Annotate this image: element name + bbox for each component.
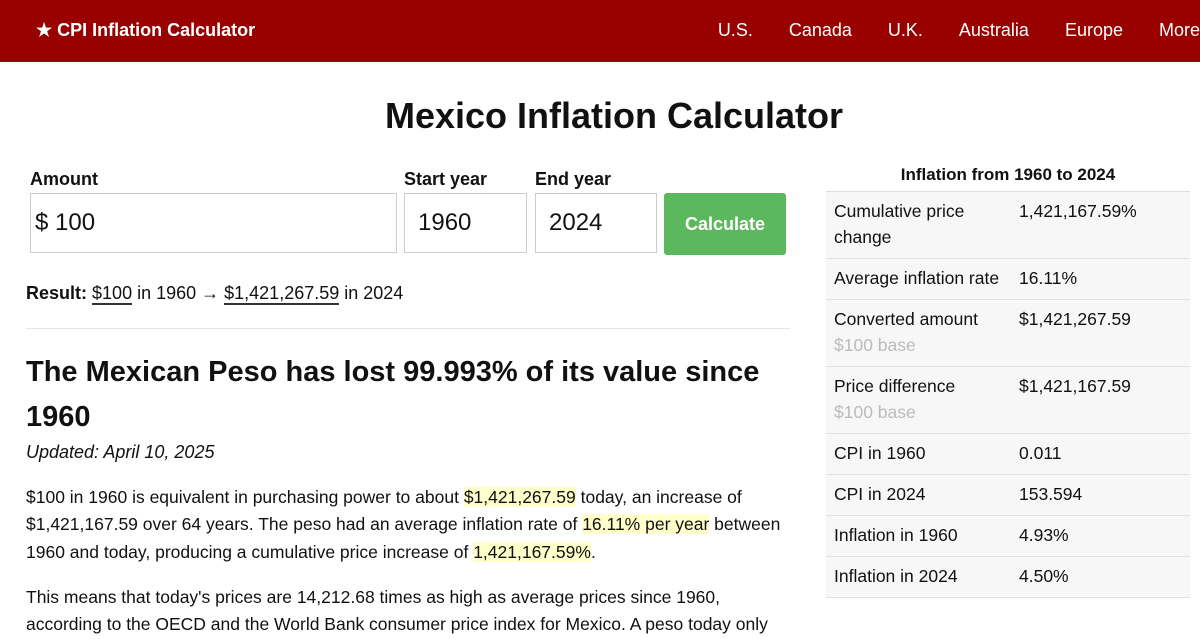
- result-to[interactable]: $1,421,267.59: [224, 283, 340, 305]
- sidebar-title: Inflation from 1960 to 2024: [826, 160, 1190, 192]
- nav-links: U.S. Canada U.K. Australia Europe More: [682, 20, 1200, 41]
- stat-label-cell: Inflation in 2024: [834, 563, 1019, 589]
- end-input[interactable]: 2024: [535, 193, 657, 253]
- stat-value: $1,421,267.59: [1019, 309, 1131, 329]
- highlight: $1,421,267.59: [463, 487, 576, 507]
- text: This means that today's prices are 14,21…: [26, 587, 768, 635]
- stat-row: Cumulative price change 1,421,167.59%: [826, 192, 1190, 259]
- stat-label-cell: CPI in 2024: [834, 481, 1019, 507]
- stat-label: Average inflation rate: [834, 268, 1000, 288]
- stat-row: Converted amount $100 base $1,421,267.59: [826, 300, 1190, 367]
- result-tail: in 2024: [339, 283, 404, 303]
- highlight: 16.11% per year: [582, 514, 710, 535]
- stat-label-cell: Cumulative price change: [834, 198, 1019, 250]
- currency: $: [35, 209, 49, 236]
- stat-row: Inflation in 2024 4.50%: [826, 557, 1190, 598]
- stat-label-cell: Average inflation rate: [834, 265, 1019, 291]
- stat-row: Price difference $100 base $1,421,167.59: [826, 367, 1190, 434]
- nav-link[interactable]: Europe: [1064, 20, 1123, 40]
- stat-label: Inflation in 2024: [834, 566, 958, 586]
- stat-row: CPI in 2024 153.594: [826, 475, 1190, 516]
- nav-bar: ★ CPI Inflation Calculator U.S. Canada U.K…: [0, 0, 1200, 62]
- paragraph: This means that today's prices are 14,21…: [26, 584, 796, 639]
- updated: Updated: April 10, 2025: [26, 442, 215, 462]
- stat-label: CPI in 1960: [834, 443, 926, 463]
- stat-value: 4.93%: [1019, 525, 1069, 545]
- page-title: Mexico Inflation Calculator: [384, 95, 844, 136]
- text: today, an increase of $1,421,167.59 over…: [26, 487, 742, 535]
- calculate-button[interactable]: Calculate: [664, 193, 786, 255]
- text: between 1960 and today, producing a cumu…: [26, 514, 781, 562]
- stat-label: Inflation in 1960: [834, 525, 958, 545]
- heading: The Mexican Peso has lost 99.993% of its…: [26, 356, 760, 433]
- nav-link[interactable]: Australia: [958, 20, 1029, 40]
- stat-label-cell: Converted amount $100 base: [834, 306, 1019, 358]
- stat-row: Inflation in 1960 4.93%: [826, 516, 1190, 557]
- text: .: [590, 541, 596, 562]
- stat-row: Average inflation rate 16.11%: [826, 259, 1190, 300]
- stat-label: Price difference: [834, 376, 956, 396]
- stat-note: $100 base: [834, 335, 916, 355]
- stat-value: 1,421,167.59%: [1019, 201, 1137, 221]
- stat-label: CPI in 2024: [834, 484, 926, 504]
- end-label: End year: [535, 169, 612, 189]
- result-label: Result:: [26, 283, 88, 303]
- sidebar: Inflation from 1960 to 2024 Cumulative p…: [826, 160, 1190, 598]
- stat-value: 153.594: [1019, 484, 1083, 504]
- result-mid: in 1960 →: [132, 283, 225, 303]
- stat-value: 16.11%: [1019, 268, 1078, 288]
- paragraph: $100 in 1960 is equivalent in purchasing…: [26, 484, 796, 566]
- stat-label-cell: Inflation in 1960: [834, 522, 1019, 548]
- start-input[interactable]: 1960: [404, 193, 527, 253]
- stat-value: 4.50%: [1019, 566, 1069, 586]
- brand[interactable]: ★ CPI Inflation Calculator: [36, 20, 256, 40]
- stat-label: Converted amount: [834, 309, 978, 329]
- text: $100 in 1960 is equivalent in purchasing…: [26, 487, 464, 507]
- divider: [26, 328, 790, 329]
- highlight: 1,421,167.59%: [473, 541, 591, 562]
- stat-row: CPI in 1960 0.011: [826, 434, 1190, 475]
- nav-link[interactable]: U.S.: [717, 20, 753, 40]
- stat-label-cell: Price difference $100 base: [834, 373, 1019, 425]
- stat-value: $1,421,167.59: [1019, 376, 1131, 396]
- nav-link[interactable]: U.K.: [887, 20, 923, 40]
- stat-label: Cumulative price change: [834, 201, 965, 247]
- amount-input[interactable]: $ 100: [30, 193, 397, 253]
- start-label: Start year: [404, 169, 488, 189]
- amount-value: 100: [55, 209, 96, 236]
- nav-link[interactable]: Canada: [788, 20, 852, 40]
- nav-link[interactable]: More: [1158, 20, 1200, 40]
- result-from[interactable]: $100: [92, 283, 133, 305]
- amount-label: Amount: [30, 169, 98, 189]
- stat-note: $100 base: [834, 402, 916, 422]
- result: Result: $100 in 1960 → $1,421,267.59 in …: [26, 283, 404, 305]
- stat-value: 0.011: [1019, 443, 1062, 463]
- stat-label-cell: CPI in 1960: [834, 440, 1019, 466]
